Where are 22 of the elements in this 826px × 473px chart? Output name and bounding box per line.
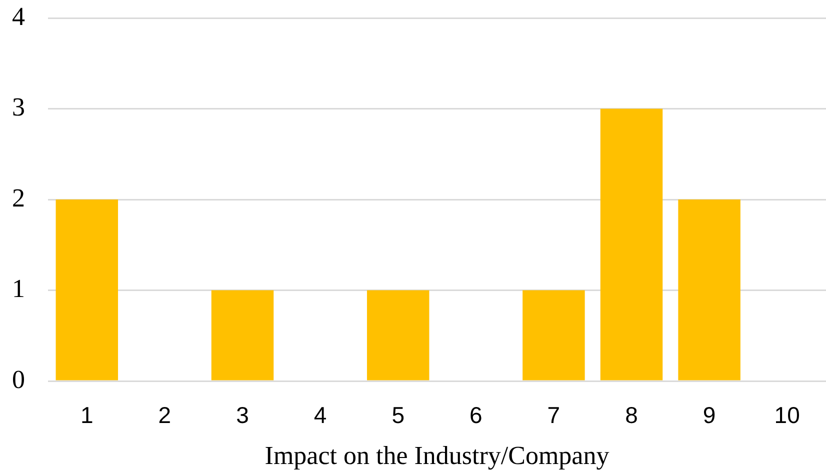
x-tick-label: 4 <box>314 402 327 428</box>
bar <box>600 108 663 380</box>
bar <box>366 290 430 380</box>
x-axis-title: Impact on the Industry/Company <box>264 441 610 470</box>
x-tick-label: 1 <box>80 402 94 428</box>
x-tick-label: 9 <box>702 402 716 428</box>
bar <box>522 290 585 380</box>
y-tick-label: 3 <box>12 92 25 122</box>
y-tick-label: 1 <box>12 274 25 304</box>
x-tick-label: 8 <box>625 402 638 428</box>
x-tick-label: 6 <box>470 402 482 428</box>
x-tick-label: 5 <box>392 402 404 428</box>
y-tick-label: 4 <box>12 2 25 31</box>
x-tick-label: 10 <box>774 402 800 428</box>
x-tick-label: 2 <box>158 402 172 428</box>
y-tick-label: 2 <box>12 183 25 212</box>
y-tick-label: 0 <box>12 364 25 394</box>
bar <box>678 200 740 380</box>
bar <box>56 200 118 380</box>
x-tick-label: 3 <box>236 402 249 428</box>
x-tick-label: 7 <box>547 402 560 428</box>
bar <box>211 290 274 380</box>
